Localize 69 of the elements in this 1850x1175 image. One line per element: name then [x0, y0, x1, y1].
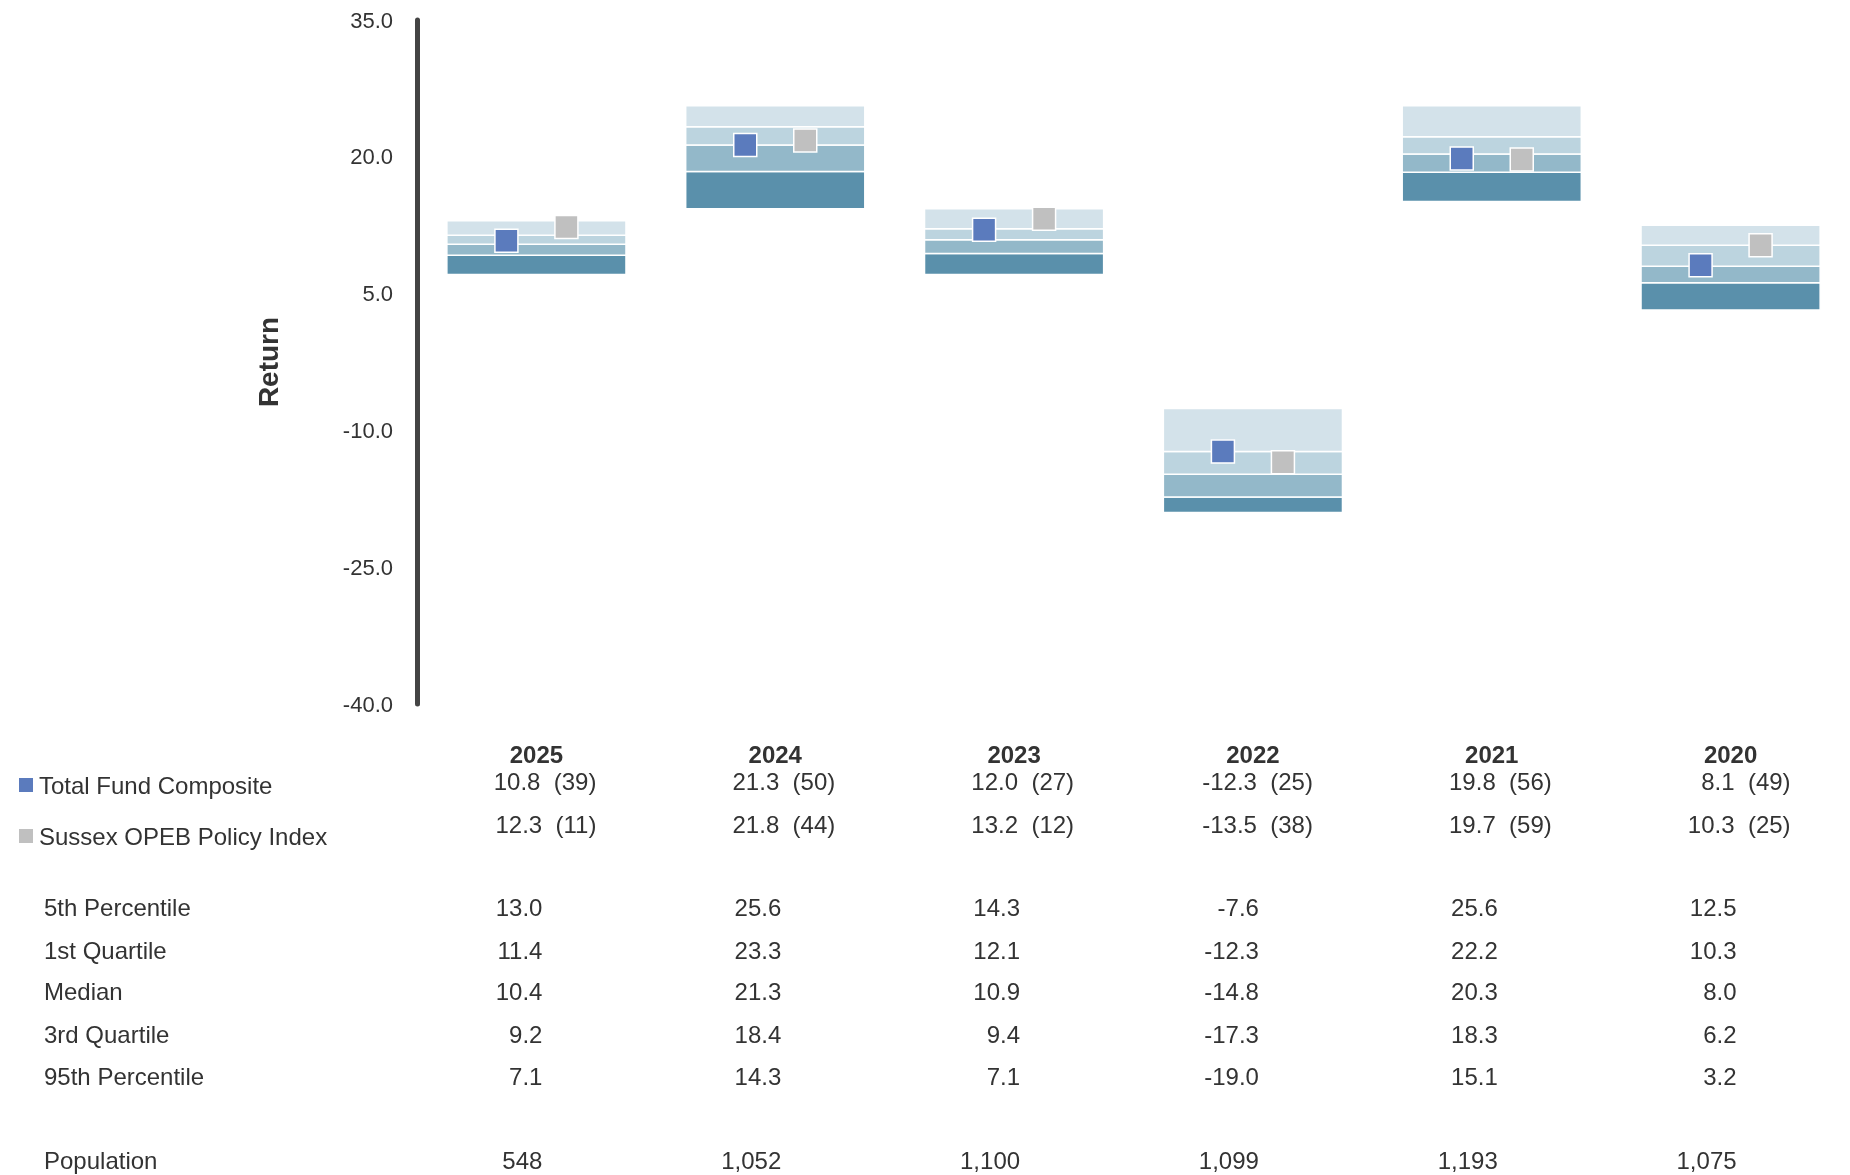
text: 21.3 [734, 977, 782, 1005]
data-label: 21.3 (50) [732, 767, 836, 795]
data-label: 10.3 (25) [1687, 810, 1791, 838]
y-tick-label: 5.0 [362, 281, 393, 307]
text: 25.6 [1451, 893, 1498, 921]
text: Median [44, 977, 123, 1005]
data-label: -12.3 (25) [1202, 767, 1313, 795]
x-tick-label: 2022 [1226, 740, 1280, 768]
legend-label: Total Fund Composite [39, 771, 273, 799]
text: 1,100 [960, 1146, 1021, 1174]
text: 10.3 [1689, 936, 1737, 964]
x-tick-label: 2024 [748, 740, 803, 768]
data-label: 10.8 (39) [493, 767, 597, 795]
text: 14.3 [973, 893, 1021, 921]
text: 548 [502, 1146, 543, 1174]
text: 5th Percentile [44, 893, 191, 921]
data-label: 12.0 (27) [971, 767, 1075, 795]
text: -12.3 [1204, 936, 1259, 964]
text: 1,075 [1676, 1146, 1737, 1174]
text: -17.3 [1204, 1020, 1259, 1048]
x-tick-label: 2021 [1465, 740, 1519, 768]
text: 7.1 [509, 1062, 543, 1090]
text: 15.1 [1451, 1062, 1498, 1090]
text: -19.0 [1204, 1062, 1259, 1090]
text: 10.4 [495, 977, 543, 1005]
text: 8.0 [1703, 977, 1737, 1005]
text: 1st Quartile [44, 936, 167, 964]
text: 7.1 [986, 1062, 1021, 1090]
text: 10.9 [973, 977, 1021, 1005]
data-label: -13.5 (38) [1202, 810, 1313, 838]
y-tick-label: -40.0 [342, 691, 393, 717]
y-tick-label: 35.0 [350, 7, 393, 33]
y-tick-label: -25.0 [342, 554, 393, 580]
text: Population [44, 1146, 158, 1174]
text: 23.3 [734, 936, 782, 964]
text: 12.1 [973, 936, 1021, 964]
x-tick-label: 2023 [987, 740, 1041, 768]
text: 22.2 [1451, 936, 1498, 964]
text: 3rd Quartile [44, 1020, 170, 1048]
y-tick-label: 20.0 [350, 144, 393, 170]
text: 1,052 [721, 1146, 782, 1174]
text: 13.0 [495, 893, 543, 921]
text: -14.8 [1204, 977, 1259, 1005]
data-label: 12.3 (11) [495, 810, 597, 838]
x-tick-label: 2025 [509, 740, 564, 768]
text: 6.2 [1703, 1020, 1737, 1048]
text: 9.4 [986, 1020, 1021, 1048]
y-tick-label: -10.0 [342, 417, 393, 443]
text: 20.3 [1451, 977, 1498, 1005]
text: 25.6 [734, 893, 782, 921]
y-axis-title: Return [252, 316, 284, 408]
data-label: 13.2 (12) [971, 810, 1075, 838]
data-label: 19.7 (59) [1449, 810, 1552, 838]
text: 18.3 [1451, 1020, 1498, 1048]
data-label: 8.1 (49) [1701, 767, 1791, 795]
text: 14.3 [734, 1062, 782, 1090]
text: 3.2 [1703, 1062, 1737, 1090]
data-label: 21.8 (44) [732, 810, 836, 838]
text: 18.4 [734, 1020, 782, 1048]
text: 1,099 [1198, 1146, 1259, 1174]
text: 11.4 [497, 936, 543, 964]
x-tick-label: 2020 [1703, 740, 1758, 768]
text: 95th Percentile [44, 1062, 205, 1090]
text: -7.6 [1217, 893, 1259, 921]
text: 9.2 [509, 1020, 543, 1048]
data-label: 19.8 (56) [1449, 767, 1552, 795]
legend-label: Sussex OPEB Policy Index [39, 822, 328, 850]
text: 1,193 [1437, 1146, 1498, 1174]
text: 12.5 [1689, 893, 1737, 921]
